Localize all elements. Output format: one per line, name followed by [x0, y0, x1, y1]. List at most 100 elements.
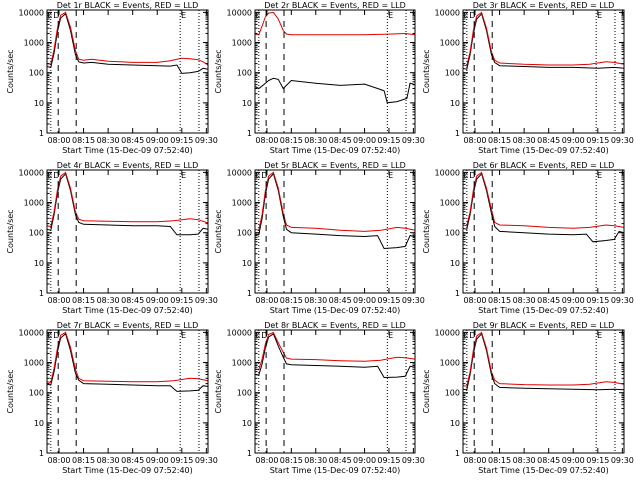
x-tick-label: 08:15 [72, 456, 95, 465]
x-tick-label: 09:15 [586, 456, 609, 465]
marker-letter: E [48, 11, 53, 20]
x-tick-label: 08:45 [121, 136, 144, 145]
y-tick-label: 10 [450, 99, 460, 108]
x-tick-label: 08:00 [255, 136, 278, 145]
y-tick-label: 1 [39, 289, 44, 298]
y-tick-label: 1000 [232, 39, 252, 48]
series-line-events [462, 172, 625, 243]
marker-letter: D [53, 171, 59, 180]
plot-frame [254, 169, 416, 294]
series-line-events [462, 332, 625, 391]
y-tick-label: 1000 [232, 359, 252, 368]
x-tick-label: 08:45 [537, 456, 560, 465]
x-tick-label: 09:15 [377, 296, 400, 305]
x-axis-label: Start Time (15-Dec-09 07:52:40) [62, 306, 193, 315]
x-tick-label: 09:00 [146, 296, 169, 305]
x-tick-label: 09:15 [586, 296, 609, 305]
y-tick-label: 10 [242, 99, 252, 108]
x-tick-label: 08:00 [255, 296, 278, 305]
y-tick-label: 10000 [435, 168, 460, 177]
x-tick-label: 08:15 [72, 136, 95, 145]
series-line-events [254, 333, 416, 379]
x-axis-label: Start Time (15-Dec-09 07:52:40) [478, 306, 609, 315]
x-tick-label: 09:30 [611, 456, 634, 465]
marker-letter: D [469, 331, 475, 340]
y-tick-label: 10 [450, 419, 460, 428]
x-tick-label: 09:00 [353, 456, 376, 465]
x-tick-label: 09:00 [146, 456, 169, 465]
marker-letter: E [48, 331, 53, 340]
series-line-lld [46, 11, 209, 66]
marker-letter: E [464, 171, 469, 180]
y-tick-label: 1 [39, 449, 44, 458]
x-tick-label: 09:15 [170, 456, 193, 465]
plot-frame [46, 329, 209, 454]
x-axis-label: Start Time (15-Dec-09 07:52:40) [270, 306, 401, 315]
series-line-events [254, 172, 416, 250]
x-tick-label: 09:15 [377, 456, 400, 465]
x-tick-label: 08:15 [280, 296, 303, 305]
x-tick-label: 09:30 [611, 296, 634, 305]
y-axis-label: Counts/sec [422, 369, 431, 413]
panel-title: Det 8r BLACK = Events, RED = LLD [264, 321, 406, 330]
marker-letter: D [261, 331, 267, 340]
y-tick-label: 10 [450, 259, 460, 268]
series-line-lld [254, 171, 416, 232]
y-tick-label: 1000 [24, 359, 44, 368]
series-line-lld [254, 331, 416, 371]
marker-letter: E [181, 331, 186, 340]
y-tick-label: 1000 [24, 39, 44, 48]
x-axis-label: Start Time (15-Dec-09 07:52:40) [62, 466, 193, 475]
series-line-events [254, 77, 416, 104]
x-tick-label: 08:00 [463, 296, 486, 305]
y-tick-label: 1 [247, 289, 252, 298]
x-tick-label: 09:30 [402, 136, 425, 145]
x-tick-label: 09:00 [562, 296, 585, 305]
y-axis-label: Counts/sec [214, 209, 223, 253]
y-tick-label: 100 [237, 229, 252, 238]
x-tick-label: 08:15 [488, 296, 511, 305]
x-tick-label: 08:00 [47, 136, 70, 145]
marker-letter: E [181, 171, 186, 180]
x-tick-label: 08:15 [280, 136, 303, 145]
x-tick-label: 09:00 [562, 456, 585, 465]
y-tick-label: 100 [29, 389, 44, 398]
x-tick-label: 09:15 [586, 136, 609, 145]
x-tick-label: 08:30 [97, 456, 120, 465]
marker-letter: D [469, 171, 475, 180]
series-line-lld [462, 331, 625, 387]
y-tick-label: 1000 [232, 199, 252, 208]
marker-letter: E [256, 171, 261, 180]
marker-letter: E [464, 11, 469, 20]
y-tick-label: 100 [29, 229, 44, 238]
y-axis-label: Counts/sec [6, 369, 15, 413]
x-tick-label: 08:30 [304, 456, 327, 465]
y-axis-label: Counts/sec [6, 209, 15, 253]
y-tick-label: 10 [34, 419, 44, 428]
y-tick-label: 100 [237, 69, 252, 78]
marker-letter: E [388, 331, 393, 340]
x-tick-label: 08:00 [47, 456, 70, 465]
marker-letter: E [256, 11, 261, 20]
y-tick-label: 10000 [227, 168, 252, 177]
x-tick-label: 09:30 [402, 456, 425, 465]
y-axis-label: Counts/sec [214, 49, 223, 93]
x-tick-label: 08:30 [513, 456, 536, 465]
marker-letter: E [388, 11, 393, 20]
series-line-lld [254, 11, 416, 36]
y-tick-label: 1000 [24, 199, 44, 208]
y-tick-label: 10000 [435, 328, 460, 337]
y-tick-label: 1 [455, 449, 460, 458]
y-tick-label: 10 [242, 419, 252, 428]
panel-title: Det 6r BLACK = Events, RED = LLD [473, 161, 615, 170]
y-tick-label: 1 [247, 449, 252, 458]
marker-letter: D [53, 331, 59, 340]
y-axis-label: Counts/sec [422, 209, 431, 253]
y-tick-label: 1000 [440, 199, 460, 208]
x-tick-label: 08:45 [329, 296, 352, 305]
x-tick-label: 08:45 [329, 456, 352, 465]
y-tick-label: 1 [247, 129, 252, 138]
